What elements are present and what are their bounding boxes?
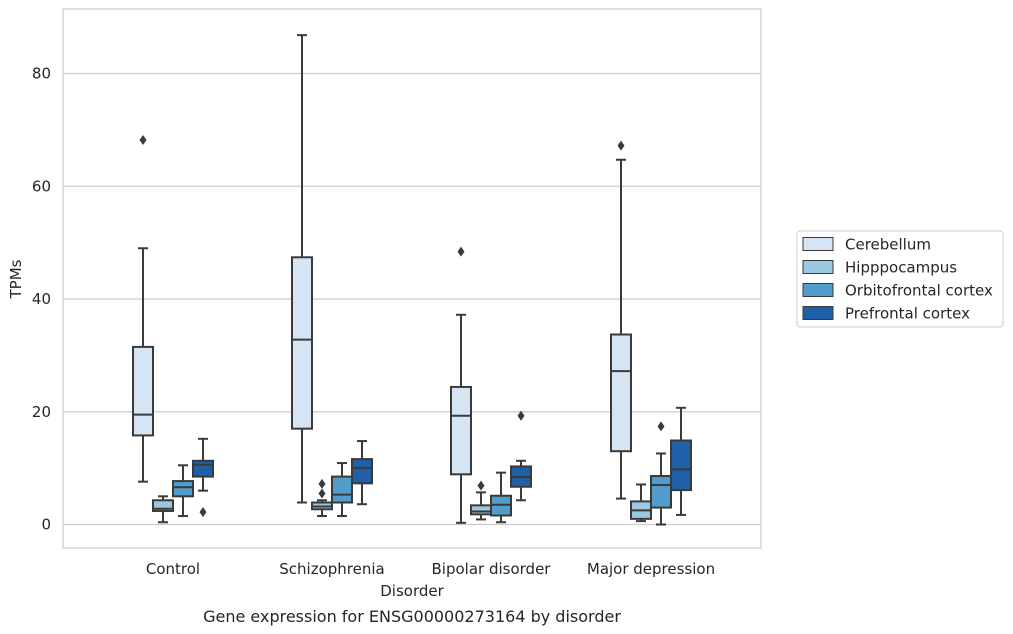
outlier-point [457,246,465,257]
outlier-point [657,421,665,432]
x-tick-label: Bipolar disorder [432,560,552,578]
legend-label: Orbitofrontal cortex [845,282,993,300]
x-tick-label: Control [146,560,200,578]
chart-caption: Gene expression for ENSG00000273164 by d… [203,607,621,626]
legend-swatch [802,260,834,274]
box [670,406,692,516]
outlier-point [617,140,625,151]
box [630,483,652,523]
legend-entry: Hipppocampus [802,259,957,277]
box-body [192,459,214,478]
box [490,471,512,524]
legend-frame [796,230,1004,328]
gridlines [63,72,761,526]
legend-label: Hipppocampus [845,259,957,277]
legend-label: Cerebellum [845,236,931,254]
series-orbitofrontal-cortex [172,421,672,526]
outlier-point [318,478,326,489]
box [610,140,632,500]
series-hipppocampus [152,478,652,524]
box-body [670,439,692,492]
box [351,440,373,506]
legend-swatch [802,283,834,297]
y-axis-label: TPMs [7,259,25,299]
box-body [152,499,174,512]
outlier-point [318,488,326,499]
outlier-point [477,480,485,491]
box [132,135,154,483]
box [192,437,214,518]
outlier-point [199,507,207,518]
box-body [291,256,313,430]
series-cerebellum [132,34,632,524]
y-tick-label: 20 [32,403,51,421]
legend-swatch [802,237,834,251]
box-body [351,458,373,485]
box [152,495,174,524]
tick-labels: 0 20 40 60 80 Control Schizophrenia Bipolar dis… [32,65,715,579]
outlier-point [517,410,525,421]
series-prefrontal-cortex [192,406,692,518]
box-body [172,480,194,498]
box [450,246,472,524]
legend-entry: Prefrontal cortex [802,305,970,323]
box [331,462,353,518]
box [470,480,492,521]
box [172,464,194,518]
box-body [470,504,492,516]
legend-swatch [802,306,834,320]
legend-entry: Orbitofrontal cortex [802,282,993,300]
x-tick-label: Major depression [587,560,715,578]
y-tick-label: 60 [32,177,51,195]
y-tick-label: 0 [41,516,51,534]
box-body [450,385,472,476]
legend: Cerebellum Hipppocampus Orbitofrontal cort… [796,230,1004,328]
box-series [132,34,692,526]
outlier-point [139,135,147,146]
box [510,410,532,502]
x-axis-label: Disorder [380,582,444,600]
plot-frame [62,8,762,549]
box-body [132,345,154,437]
y-tick-label: 40 [32,290,51,308]
box [311,478,333,518]
box-body [650,475,672,509]
y-tick-label: 80 [32,65,51,83]
legend-entry: Cerebellum [802,236,931,254]
box-body [610,333,632,453]
box [291,34,313,504]
box [650,421,672,526]
legend-label: Prefrontal cortex [845,305,970,323]
x-tick-label: Schizophrenia [279,560,384,578]
box-body [331,475,353,504]
